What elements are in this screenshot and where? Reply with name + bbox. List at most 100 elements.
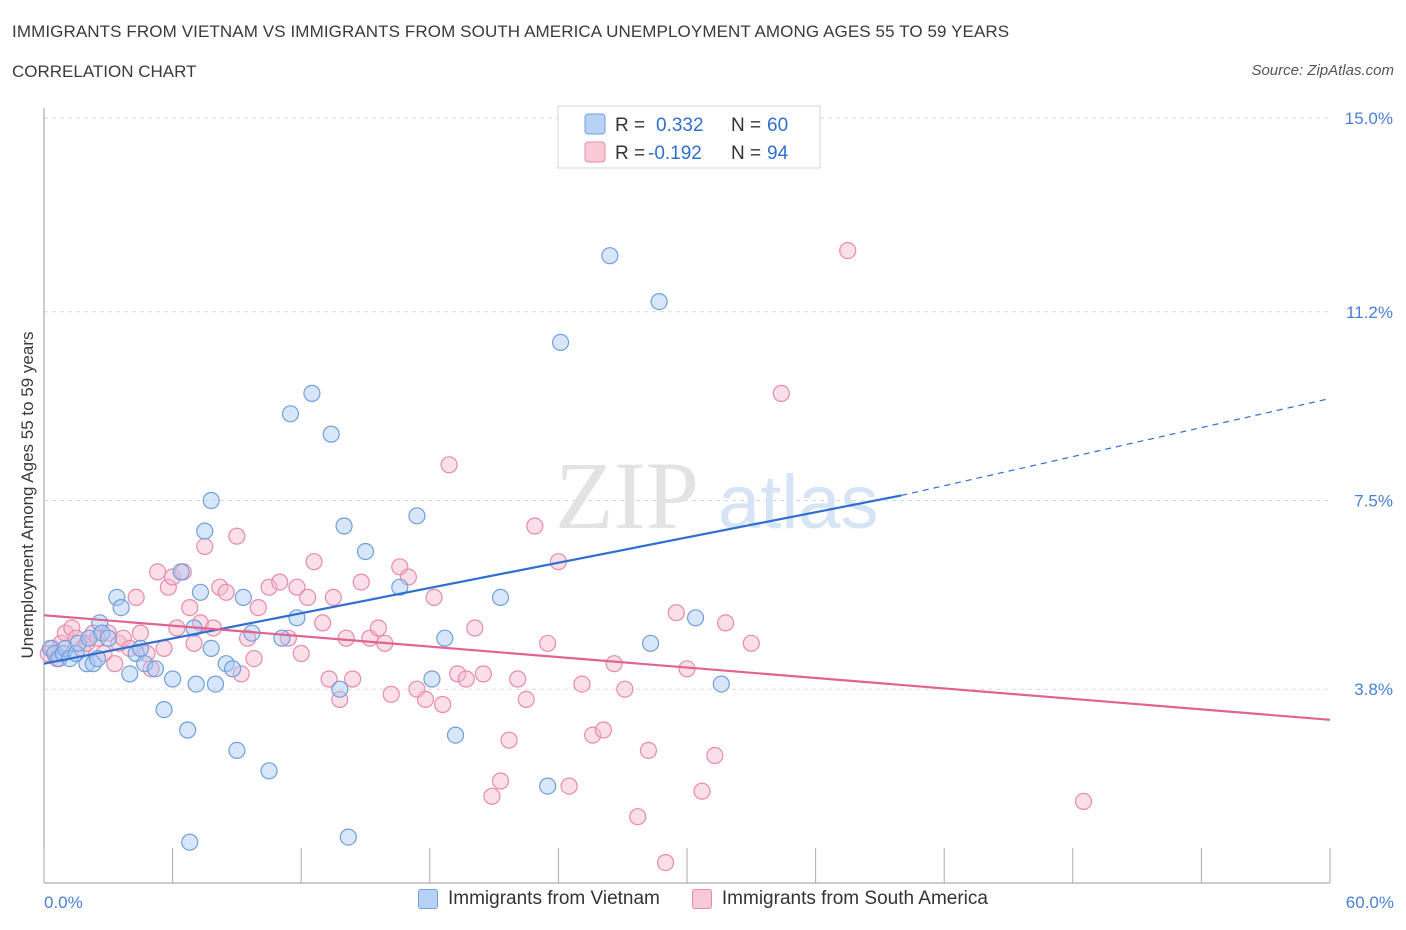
south-america-point bbox=[440, 456, 458, 474]
south-america-point bbox=[155, 639, 173, 658]
vietnam-point bbox=[164, 670, 182, 688]
south-america-point bbox=[232, 665, 250, 683]
legend-item-vietnam[interactable]: Immigrants from Vietnam bbox=[418, 888, 660, 910]
vietnam-point bbox=[322, 425, 340, 443]
south-america-point bbox=[260, 578, 278, 596]
y-tick-label: 15.0% bbox=[1345, 109, 1393, 128]
south-america-point bbox=[299, 588, 317, 607]
south-america-point bbox=[483, 787, 501, 805]
south-america-point bbox=[324, 588, 342, 607]
south-america-point bbox=[449, 665, 467, 683]
south-america-trend-line bbox=[43, 614, 1331, 721]
watermark-atlas: atlas bbox=[718, 460, 879, 545]
south-america-point bbox=[539, 634, 557, 652]
south-america-point bbox=[434, 695, 452, 714]
south-america-point bbox=[584, 726, 602, 744]
south-america-point bbox=[667, 604, 685, 622]
legend-label-south-america: Immigrants from South America bbox=[721, 888, 988, 909]
y-tick-labels: 3.8% 7.5% 11.2% 15.0% bbox=[1345, 109, 1393, 699]
vietnam-point bbox=[281, 405, 300, 423]
south-america-point bbox=[457, 670, 475, 688]
south-america-point bbox=[716, 614, 735, 632]
stats-legend-southam-swatch bbox=[584, 141, 606, 163]
vietnam-point bbox=[187, 675, 205, 693]
vietnam-point bbox=[196, 522, 214, 540]
vietnam-point bbox=[179, 721, 197, 739]
south-america-point bbox=[292, 644, 310, 663]
south-america-point bbox=[466, 619, 484, 637]
south-america-point bbox=[185, 634, 203, 652]
vietnam-point bbox=[551, 333, 570, 351]
vietnam-point bbox=[273, 629, 291, 647]
south-america-point bbox=[148, 563, 167, 581]
y-tick-label: 3.8% bbox=[1354, 680, 1393, 699]
vietnam-point bbox=[712, 675, 730, 693]
south-america-point bbox=[517, 690, 535, 709]
vietnam-point bbox=[224, 660, 242, 678]
trend-lines bbox=[43, 397, 1331, 721]
vietnam-point bbox=[408, 507, 426, 525]
stats-n-label-vietnam: N = bbox=[731, 115, 761, 136]
stats-n-label-southam: N = bbox=[731, 143, 761, 164]
y-tick-label: 7.5% bbox=[1354, 492, 1393, 511]
stats-n-value-southam: 94 bbox=[767, 143, 789, 164]
south-america-point bbox=[526, 517, 544, 535]
vietnam-point bbox=[112, 598, 130, 617]
south-america-point bbox=[164, 568, 182, 586]
south-america-point bbox=[228, 527, 246, 545]
stats-r-value-southam: -0.192 bbox=[648, 143, 702, 164]
vietnam-point bbox=[260, 762, 278, 780]
vietnam-point bbox=[228, 741, 246, 760]
legend-swatch-vietnam bbox=[418, 889, 438, 909]
vietnam-point bbox=[99, 629, 117, 647]
vietnam-point bbox=[436, 629, 454, 647]
vietnam-point bbox=[172, 563, 190, 581]
south-america-point bbox=[594, 721, 613, 739]
south-america-point bbox=[639, 741, 658, 760]
south-america-point bbox=[344, 670, 362, 688]
stats-r-label-southam: R = bbox=[615, 143, 645, 164]
south-america-point bbox=[159, 578, 177, 596]
south-america-point bbox=[616, 680, 634, 698]
south-america-point bbox=[106, 655, 124, 673]
south-america-point bbox=[839, 242, 857, 260]
south-america-point bbox=[288, 578, 306, 596]
south-america-point bbox=[425, 588, 443, 607]
south-america-point bbox=[382, 685, 400, 703]
vietnam-point bbox=[331, 680, 349, 698]
south-america-point bbox=[474, 665, 492, 683]
chart-subtitle: CORRELATION CHART bbox=[12, 62, 197, 81]
vietnam-point bbox=[108, 588, 126, 607]
vietnam-point bbox=[202, 491, 220, 510]
south-america-point bbox=[742, 634, 760, 652]
vietnam-point bbox=[446, 726, 465, 744]
vietnam-point bbox=[539, 777, 557, 795]
vietnam-point bbox=[181, 833, 199, 851]
watermark: ZIP atlas bbox=[555, 442, 879, 549]
vietnam-point bbox=[601, 247, 619, 265]
vietnam-point bbox=[121, 665, 139, 683]
stats-legend: R = 0.332 N = 60 R = -0.192 N = 94 bbox=[557, 105, 821, 169]
legend-item-south-america[interactable]: Immigrants from South America bbox=[691, 888, 988, 910]
south-america-point bbox=[131, 624, 150, 642]
south-america-point bbox=[656, 853, 675, 872]
south-america-point bbox=[168, 619, 186, 637]
south-america-point bbox=[352, 573, 370, 591]
stats-legend-vietnam-swatch bbox=[584, 113, 606, 135]
south-america-point bbox=[416, 690, 435, 709]
south-america-point bbox=[629, 808, 647, 826]
vietnam-point bbox=[650, 293, 668, 311]
series-south-america-points bbox=[39, 242, 1093, 872]
south-america-point bbox=[369, 619, 387, 637]
south-america-point bbox=[314, 614, 332, 632]
south-america-point bbox=[331, 690, 349, 709]
legend-swatch-south-america bbox=[691, 889, 712, 909]
south-america-point bbox=[271, 573, 289, 591]
stats-n-value-vietnam: 60 bbox=[767, 115, 788, 136]
vietnam-point bbox=[191, 583, 210, 601]
south-america-point bbox=[693, 782, 711, 800]
legend-label-vietnam: Immigrants from Vietnam bbox=[448, 888, 660, 909]
y-tick-label: 11.2% bbox=[1346, 303, 1393, 322]
south-america-point bbox=[181, 598, 199, 617]
